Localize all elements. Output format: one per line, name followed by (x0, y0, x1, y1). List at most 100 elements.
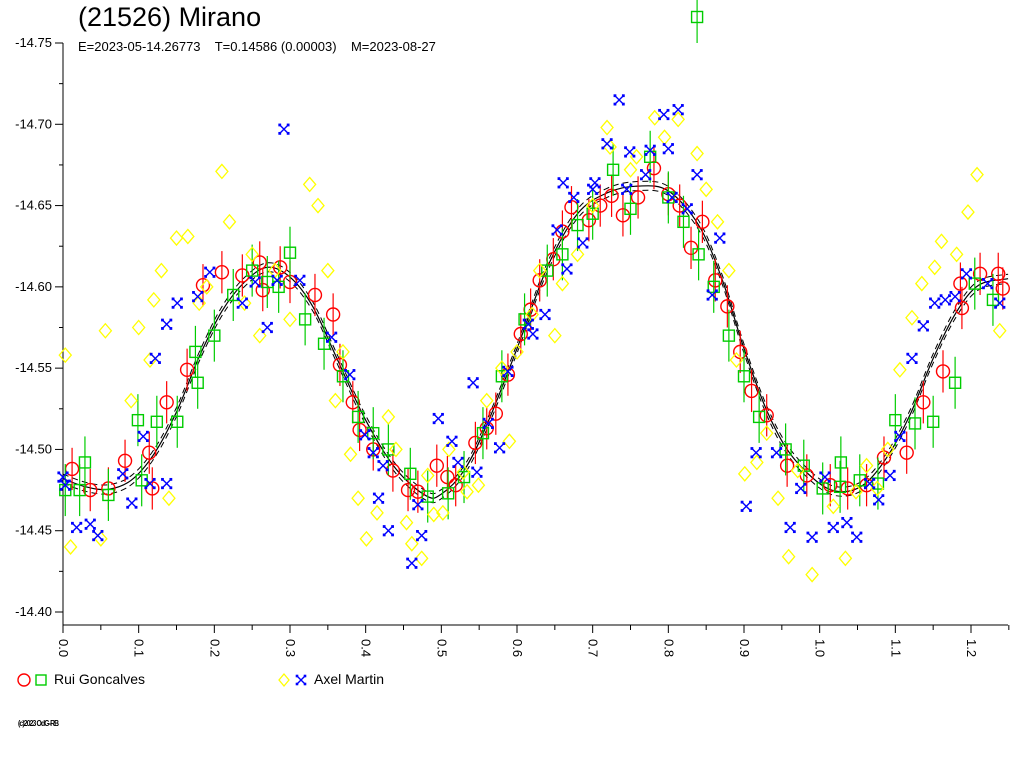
data-point (252, 327, 267, 344)
data-point (672, 198, 687, 213)
data-point (63, 538, 78, 555)
data-point (722, 329, 736, 342)
data-point (948, 376, 962, 389)
data-point (344, 369, 356, 381)
data-point (192, 291, 204, 303)
data-point (345, 395, 361, 410)
data-point (381, 408, 396, 425)
data-point (460, 483, 474, 500)
data-point (351, 490, 365, 507)
data-point (770, 447, 783, 459)
data-point (671, 111, 686, 128)
data-point (131, 413, 145, 427)
data-point (278, 123, 290, 135)
data-point (851, 531, 863, 543)
data-point (336, 343, 350, 360)
y-axis-ticks: -14.75 -14.70 -14.65 -14.60 -14.55 -14.50 -14.… (15, 35, 63, 619)
data-point (527, 328, 539, 340)
data-point (826, 498, 841, 515)
data-point (870, 480, 885, 497)
data-point (914, 275, 929, 292)
data-point (601, 138, 613, 150)
data-point (784, 521, 796, 534)
copyright-credit: (c)2023 OdG-RB (18, 719, 59, 728)
data-point (934, 233, 949, 250)
ephemeris-params: E=2023-05-14.26773 T=0.14586 (0.00003) M… (78, 39, 436, 54)
x-tick-label: 0.1 (132, 639, 147, 657)
diamond-marker-icon (278, 672, 290, 688)
data-point (666, 191, 678, 204)
data-point (994, 297, 1006, 309)
series-diamond-2 (58, 109, 1007, 583)
data-point (98, 322, 113, 339)
data-point (949, 291, 961, 303)
data-point (159, 395, 174, 410)
circle-marker-icon (17, 673, 31, 687)
data-point (790, 462, 805, 479)
data-point (522, 318, 534, 330)
data-point (539, 308, 551, 321)
data-point (939, 294, 951, 306)
data-point (215, 163, 229, 180)
data-point (283, 311, 297, 328)
data-point (261, 321, 273, 334)
legend: Rui Goncalves Axel Martin (0, 671, 1024, 695)
data-point (551, 224, 563, 236)
data-point (452, 456, 464, 469)
data-point (150, 415, 164, 428)
data-point (908, 417, 922, 430)
x-tick-label: 1.2 (964, 639, 979, 657)
data-point (926, 415, 940, 428)
data-point (227, 288, 240, 302)
data-point (137, 430, 149, 443)
legend-entry-rui-goncalves: Rui Goncalves (16, 671, 145, 687)
data-point (615, 208, 631, 223)
x-tick-label: 0.6 (510, 639, 525, 657)
data-point (171, 415, 184, 428)
y-tick-label: -14.55 (15, 360, 52, 375)
data-point (871, 477, 885, 490)
data-point (510, 343, 524, 360)
data-point (710, 213, 725, 230)
data-point (722, 262, 736, 279)
data-point (272, 260, 288, 275)
data-point (400, 482, 416, 498)
data-point (142, 445, 157, 460)
data-point (416, 529, 428, 542)
data-point (781, 548, 796, 565)
data-point (532, 273, 547, 288)
data-point (421, 490, 434, 503)
data-point (557, 177, 569, 189)
bowtie-marker-icon (295, 674, 307, 686)
data-point (222, 213, 237, 230)
data-point (905, 309, 919, 326)
data-point (326, 331, 338, 343)
data-point (532, 262, 547, 279)
data-point (191, 376, 204, 389)
data-point (995, 281, 1010, 296)
data-point (630, 190, 646, 205)
data-point (986, 293, 1000, 307)
data-point (180, 228, 195, 245)
data-point (541, 264, 554, 277)
data-point (92, 529, 104, 542)
data-point (629, 148, 644, 165)
data-point (399, 514, 414, 531)
data-point (432, 412, 444, 425)
data-point (690, 145, 704, 162)
data-point (58, 347, 73, 364)
data-point (320, 262, 335, 279)
data-point (457, 470, 471, 484)
data-point (644, 144, 656, 156)
data-point (894, 430, 906, 443)
data-point (382, 443, 395, 456)
data-point (859, 457, 874, 474)
data-point (236, 297, 248, 309)
data-point (992, 322, 1007, 339)
data-point (589, 177, 601, 189)
data-point (906, 352, 918, 364)
data-point (561, 263, 573, 275)
data-point (949, 246, 964, 263)
data-point (317, 337, 331, 350)
data-point (954, 300, 970, 316)
